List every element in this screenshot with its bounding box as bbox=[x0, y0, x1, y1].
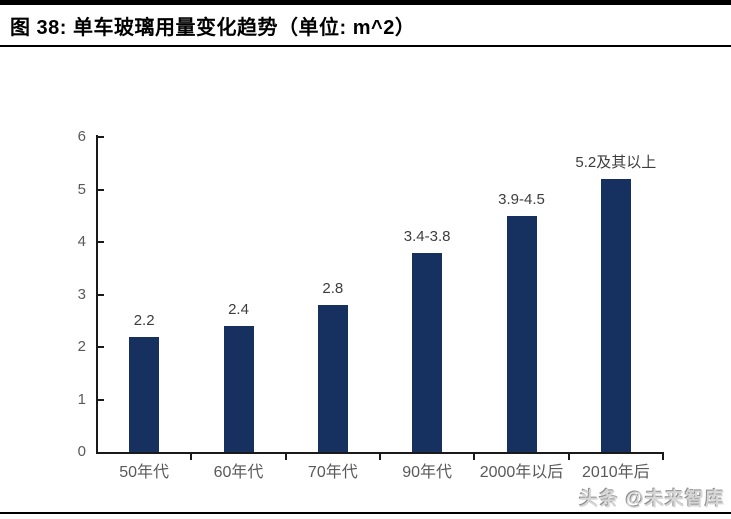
y-axis-tick bbox=[98, 136, 104, 138]
x-axis-tick bbox=[190, 454, 193, 460]
bar-2000年以后 bbox=[506, 215, 537, 452]
y-axis-tick-label: 2 bbox=[77, 338, 86, 355]
bar-value-label: 5.2及其以上 bbox=[575, 154, 657, 171]
x-axis-category-label: 2010年后 bbox=[582, 464, 650, 481]
y-axis-line bbox=[96, 135, 98, 453]
y-axis-tick-label: 5 bbox=[77, 180, 86, 198]
y-axis-tick bbox=[98, 398, 104, 401]
bar-value-label: 2.2 bbox=[133, 311, 155, 329]
bar-90年代 bbox=[412, 252, 443, 452]
y-axis-tick bbox=[98, 241, 104, 243]
x-axis-tick bbox=[379, 454, 381, 460]
x-axis-tick bbox=[662, 454, 664, 460]
x-axis-category-label: 60年代 bbox=[213, 464, 264, 481]
x-axis-category-label: 50年代 bbox=[119, 464, 170, 481]
y-axis-tick-label: 0 bbox=[77, 443, 86, 460]
watermark-text: 头条 @未来智库 bbox=[579, 489, 725, 510]
bar-2010年后 bbox=[600, 179, 631, 452]
x-axis-category-label: 2000年以后 bbox=[479, 464, 564, 481]
top-border-line bbox=[0, 0, 731, 5]
x-axis-tick bbox=[567, 454, 570, 460]
bar-50年代 bbox=[129, 336, 160, 452]
x-axis-tick bbox=[473, 454, 476, 460]
y-axis-tick-label: 3 bbox=[77, 285, 86, 303]
y-axis-tick-label: 1 bbox=[77, 390, 86, 408]
x-axis-category-label: 70年代 bbox=[307, 464, 358, 481]
x-axis-tick bbox=[284, 454, 287, 460]
x-axis-category-label: 90年代 bbox=[402, 464, 453, 481]
figure-title: 图 38: 单车玻璃用量变化趋势（单位: m^2） bbox=[10, 17, 416, 39]
bar-value-label: 3.9-4.5 bbox=[498, 190, 545, 208]
y-axis-tick bbox=[98, 188, 104, 191]
y-axis-tick bbox=[98, 293, 104, 296]
y-axis-tick bbox=[98, 346, 104, 348]
bar-value-label: 2.8 bbox=[322, 280, 344, 297]
bar-value-label: 2.4 bbox=[228, 301, 249, 318]
y-axis-tick-label: 6 bbox=[77, 128, 86, 145]
title-underline bbox=[0, 45, 731, 47]
bar-60年代 bbox=[223, 326, 254, 452]
bar-value-label: 3.4-3.8 bbox=[403, 227, 451, 245]
bottom-border-line bbox=[0, 512, 731, 514]
bar-70年代 bbox=[317, 305, 348, 452]
y-axis-tick-label: 4 bbox=[77, 233, 86, 250]
x-axis-line bbox=[96, 452, 664, 454]
